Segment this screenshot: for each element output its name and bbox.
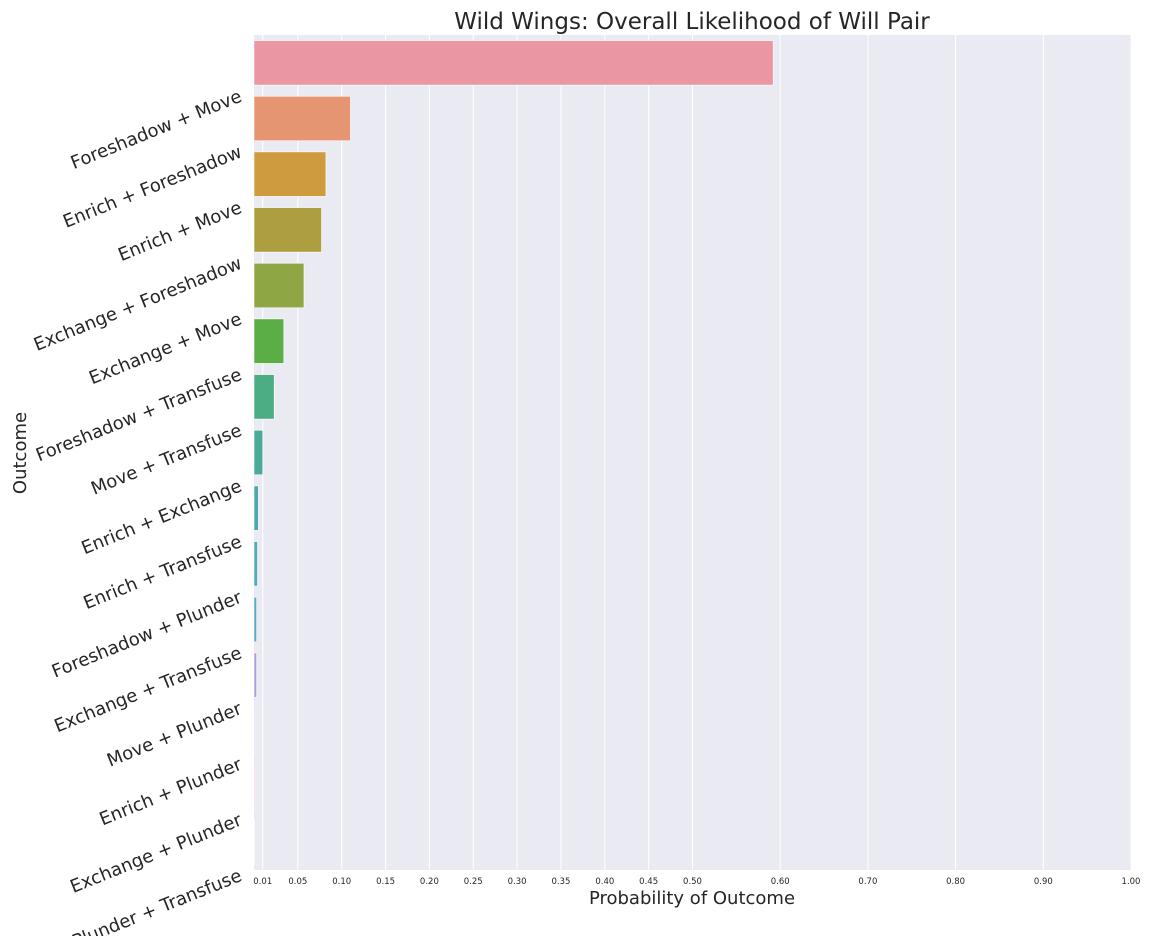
bar — [253, 652, 257, 698]
x-tick-label: 0.10 — [332, 877, 351, 887]
bar — [253, 318, 285, 364]
x-tick-label: 0.45 — [639, 877, 658, 887]
category-label: Enrich + Move — [115, 197, 245, 266]
x-tick-label: 0.20 — [420, 877, 439, 887]
x-tick-label: 0.80 — [946, 877, 965, 887]
bar — [253, 207, 322, 253]
x-axis-label: Probability of Outcome — [589, 888, 795, 909]
x-tick-label: 0.05 — [288, 877, 307, 887]
x-tick-label: 0.30 — [508, 877, 527, 887]
bar — [253, 485, 259, 531]
bar — [253, 596, 257, 643]
x-tick-labels: 0.01 0.05 0.10 0.15 0.20 0.25 0.30 0.35 0.40 0.45… — [253, 877, 1140, 887]
x-tick-label: 0.35 — [551, 877, 570, 887]
bar — [253, 95, 351, 142]
x-tick-label: 0.70 — [858, 877, 877, 887]
bar — [253, 708, 256, 754]
x-tick-label: 0.90 — [1034, 877, 1053, 887]
bar — [253, 40, 774, 86]
bar — [253, 374, 275, 420]
x-tick-label: 0.25 — [464, 877, 483, 887]
x-tick-label: 0.40 — [595, 877, 614, 887]
bar — [253, 541, 258, 587]
y-axis-label: Outcome — [10, 412, 31, 494]
x-tick-label: 1.00 — [1122, 877, 1141, 887]
x-tick-label: 0.50 — [683, 877, 702, 887]
x-tick-label: 0.01 — [253, 877, 272, 887]
gridlines — [262, 35, 1132, 870]
bar — [253, 429, 264, 476]
x-tick-label: 0.60 — [771, 877, 790, 887]
bar — [253, 151, 327, 197]
bars — [253, 40, 774, 865]
x-tick-label: 0.15 — [376, 877, 395, 887]
chart-title: Wild Wings: Overall Likelihood of Will P… — [454, 9, 930, 35]
bar — [253, 763, 256, 810]
bar — [253, 262, 305, 309]
